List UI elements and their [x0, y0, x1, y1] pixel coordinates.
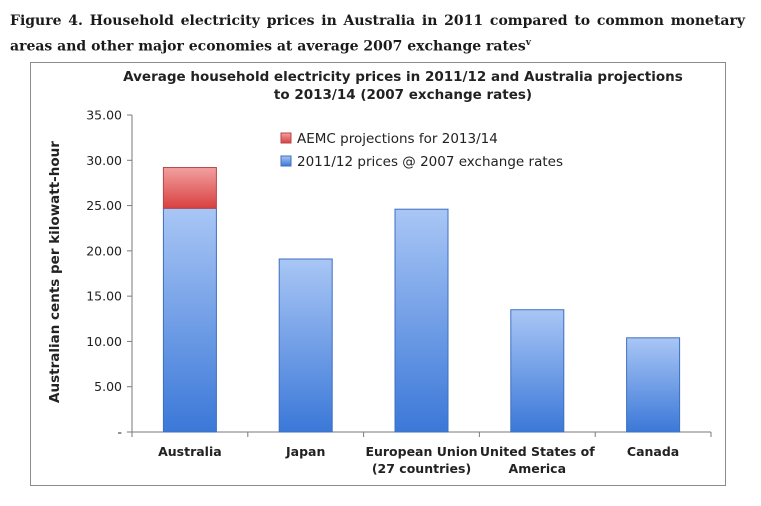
y-tick-label: 25.00 [86, 198, 122, 213]
x-tick-label: Australia [158, 444, 222, 459]
legend-swatch [280, 132, 292, 144]
chart-frame: Average household electricity prices in … [30, 62, 726, 486]
bar-2011-12-price [510, 309, 565, 433]
bar-2011-12-price [278, 258, 333, 433]
y-tick-label: - [117, 425, 122, 440]
axes: - 5.00 10.00 15.00 20.00 25.00 30.00 35.00 [86, 108, 712, 440]
legend: AEMC projections for 2013/14 2011/12 pric… [280, 131, 563, 170]
bars [162, 167, 681, 433]
legend-label: 2011/12 prices @ 2007 exchange rates [297, 154, 563, 170]
bar-aemc-projection [162, 167, 217, 209]
bar-2011-12-price [394, 208, 449, 433]
y-tick-label: 15.00 [86, 289, 122, 304]
x-tick-label: America [509, 461, 566, 476]
y-tick-label: 20.00 [86, 243, 122, 258]
x-tick-label: Canada [627, 444, 679, 459]
y-axis-label: Australian cents per kilowatt-hour [47, 141, 63, 403]
x-tick-label: (27 countries) [372, 461, 471, 476]
y-tick-label: 5.00 [94, 379, 122, 394]
caption-superscript: v [525, 38, 531, 48]
x-tick-label: United States of [480, 444, 595, 459]
bar-2011-12-price [626, 337, 681, 433]
chart-title-line-2: to 2013/14 (2007 exchange rates) [274, 87, 532, 103]
y-tick-label: 35.00 [86, 108, 122, 123]
caption-text: Figure 4. Household electricity prices i… [10, 13, 745, 55]
x-tick-labels: Australia Japan European Union (27 countrie… [158, 444, 679, 476]
y-tick-label: 30.00 [86, 153, 122, 168]
x-tick-label: European Union [365, 444, 477, 459]
x-tick-label: Japan [285, 444, 325, 459]
figure-caption: Figure 4. Household electricity prices i… [10, 10, 745, 58]
y-tick-label: 10.00 [86, 334, 122, 349]
legend-label: AEMC projections for 2013/14 [297, 131, 498, 147]
chart-title-line-1: Average household electricity prices in … [123, 69, 683, 85]
bar-2011-12-price [162, 207, 217, 433]
legend-swatch [280, 155, 292, 167]
bar-chart: Average household electricity prices in … [47, 69, 712, 476]
